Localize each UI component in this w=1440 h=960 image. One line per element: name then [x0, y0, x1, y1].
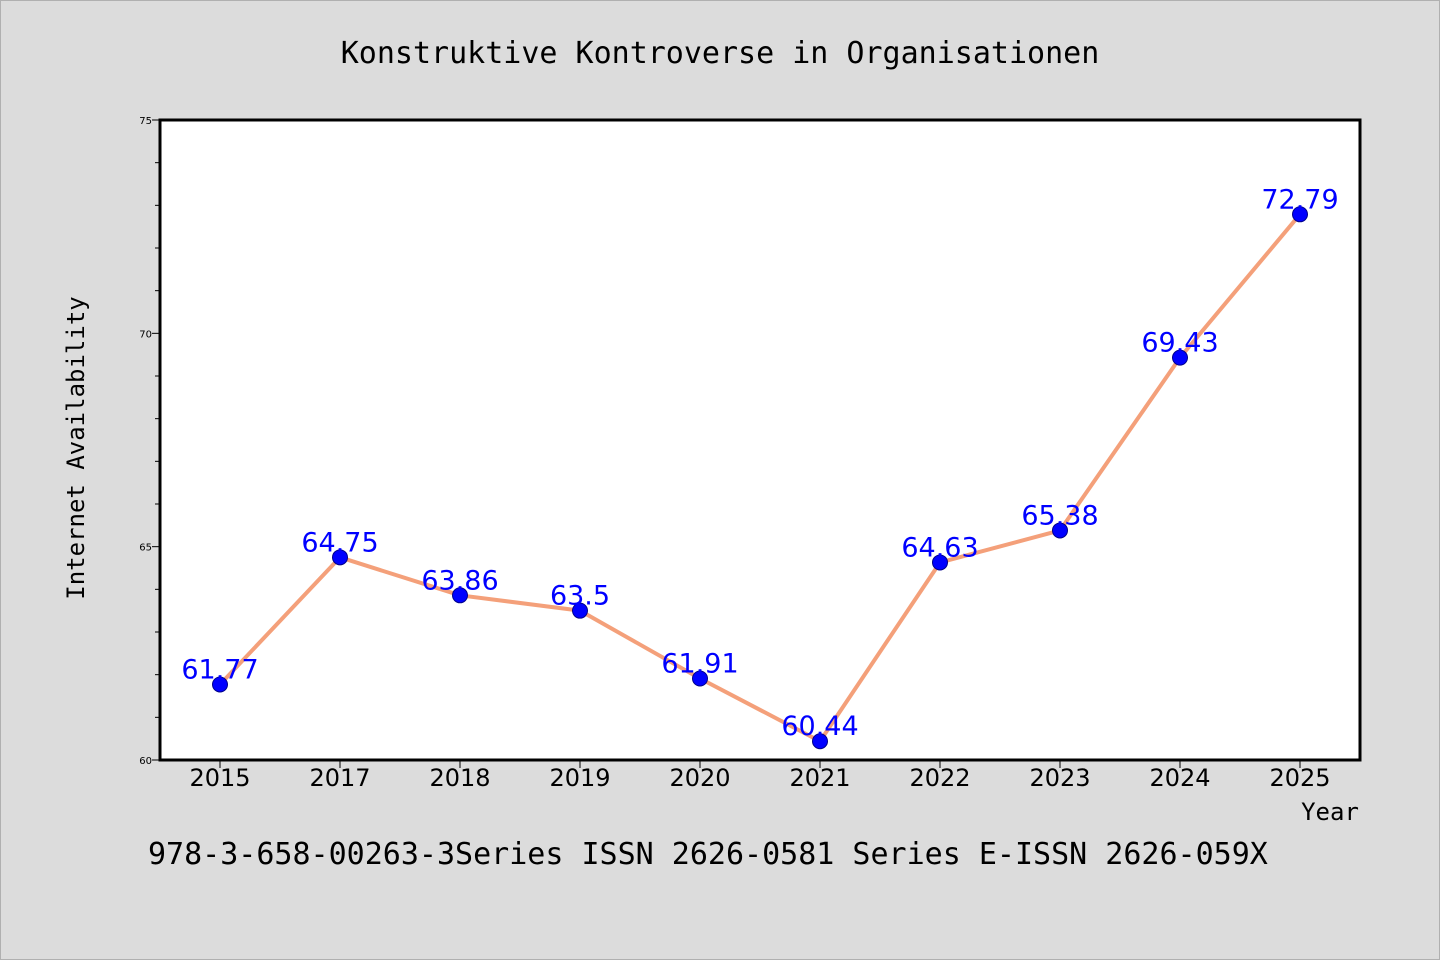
series-line [218, 213, 1302, 744]
x-tick-label: 2015 [189, 764, 250, 792]
data-point [572, 602, 588, 619]
x-tick-label: 2019 [549, 764, 610, 792]
data-point [932, 554, 948, 571]
plot-frame [158, 118, 1362, 762]
data-label: 63.86 [421, 565, 498, 596]
x-tick-label: 2021 [789, 764, 850, 792]
data-label: 64.75 [301, 527, 378, 558]
data-point [1172, 349, 1188, 366]
data-point [1292, 206, 1308, 223]
x-tick-label: 2022 [909, 764, 970, 792]
x-axis-label: Year [1301, 798, 1359, 826]
data-label: 69.43 [1141, 328, 1218, 359]
data-label: 63.5 [550, 581, 610, 612]
x-tick-label: 2024 [1149, 764, 1210, 792]
x-tick-label: 2018 [429, 764, 490, 792]
data-point [332, 549, 348, 566]
y-tick-label: 65 [139, 543, 152, 554]
data-point [692, 670, 708, 687]
footer-isbn-text: 978-3-658-00263-3Series ISSN 2626-0581 S… [148, 837, 1268, 872]
x-tick-label: 2020 [669, 764, 730, 792]
data-label: 72.79 [1261, 184, 1338, 215]
x-tick-label: 2025 [1269, 764, 1330, 792]
data-label: 61.91 [661, 649, 738, 680]
data-label: 64.63 [901, 532, 978, 563]
data-label: 65.38 [1021, 500, 1098, 531]
data-labels: 61.77 64.75 63.86 63.5 61.91 60.44 64.63 65.38 6… [181, 184, 1338, 742]
data-point [812, 733, 828, 750]
y-tick-label: 75 [139, 116, 152, 127]
data-label: 60.44 [781, 711, 858, 742]
plot-area [160, 120, 1360, 760]
chart-title: Konstruktive Kontroverse in Organisation… [341, 36, 1100, 71]
series-markers [212, 206, 1308, 750]
data-point [212, 676, 228, 693]
y-axis-label: Internet Availability [62, 296, 90, 599]
x-axis-ticks: 2015 2017 2018 2019 2020 2021 2022 2023 2024 2025 [189, 760, 1331, 792]
x-tick-label: 2017 [309, 764, 370, 792]
y-tick-label: 60 [139, 756, 152, 767]
data-point [1052, 522, 1068, 539]
data-point [452, 587, 468, 604]
data-label: 61.77 [181, 654, 258, 685]
x-tick-label: 2023 [1029, 764, 1090, 792]
y-tick-label: 70 [139, 329, 152, 340]
